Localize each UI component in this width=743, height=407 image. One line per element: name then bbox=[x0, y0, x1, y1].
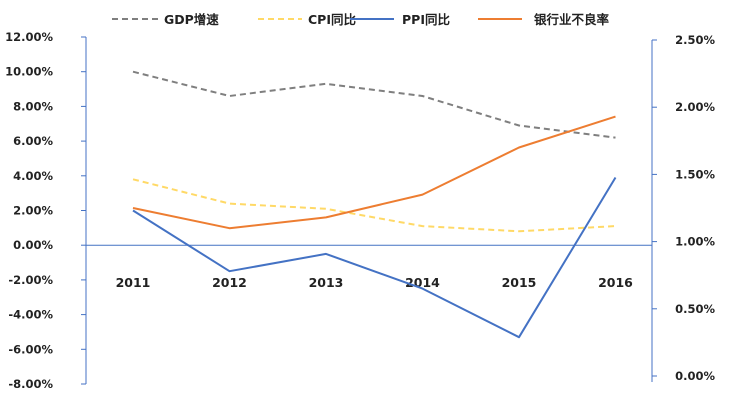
left-axis-tick-label: 12.00% bbox=[5, 30, 53, 44]
right-axis-tick-label: 0.00% bbox=[675, 369, 715, 383]
series-line bbox=[132, 115, 616, 230]
left-axis-tick-label: 6.00% bbox=[13, 134, 53, 148]
right-axis-tick-label: 1.50% bbox=[675, 167, 715, 181]
left-axis-tick-label: 0.00% bbox=[13, 238, 53, 252]
x-axis-category-label: 2016 bbox=[598, 275, 633, 290]
series-line bbox=[132, 178, 616, 233]
left-axis-tick-label: 2.00% bbox=[13, 204, 53, 218]
legend-label: GDP增速 bbox=[164, 12, 219, 27]
x-axis-category-label: 2011 bbox=[116, 275, 151, 290]
x-axis-category-label: 2012 bbox=[212, 275, 247, 290]
series-line bbox=[132, 70, 616, 139]
legend-label: CPI同比 bbox=[308, 12, 356, 27]
legend-label: PPI同比 bbox=[402, 12, 450, 27]
x-axis-category-label: 2013 bbox=[309, 275, 344, 290]
series-line bbox=[132, 176, 617, 339]
right-axis-tick-label: 2.00% bbox=[675, 100, 715, 114]
right-axis-tick-label: 0.50% bbox=[675, 302, 715, 316]
left-axis-tick-label: -6.00% bbox=[8, 342, 53, 356]
x-axis-category-label: 2015 bbox=[502, 275, 537, 290]
left-axis-tick-label: -2.00% bbox=[8, 273, 53, 287]
left-axis-tick-label: 4.00% bbox=[13, 169, 53, 183]
right-axis-tick-label: 2.50% bbox=[675, 33, 715, 47]
legend-label: 银行业不良率 bbox=[534, 12, 610, 27]
left-axis-tick-label: 10.00% bbox=[5, 65, 53, 79]
left-axis-tick-label: -4.00% bbox=[8, 308, 53, 322]
right-axis-tick-label: 1.00% bbox=[675, 235, 715, 249]
left-axis-tick-label: -8.00% bbox=[8, 377, 53, 391]
left-axis-tick-label: 8.00% bbox=[13, 99, 53, 113]
